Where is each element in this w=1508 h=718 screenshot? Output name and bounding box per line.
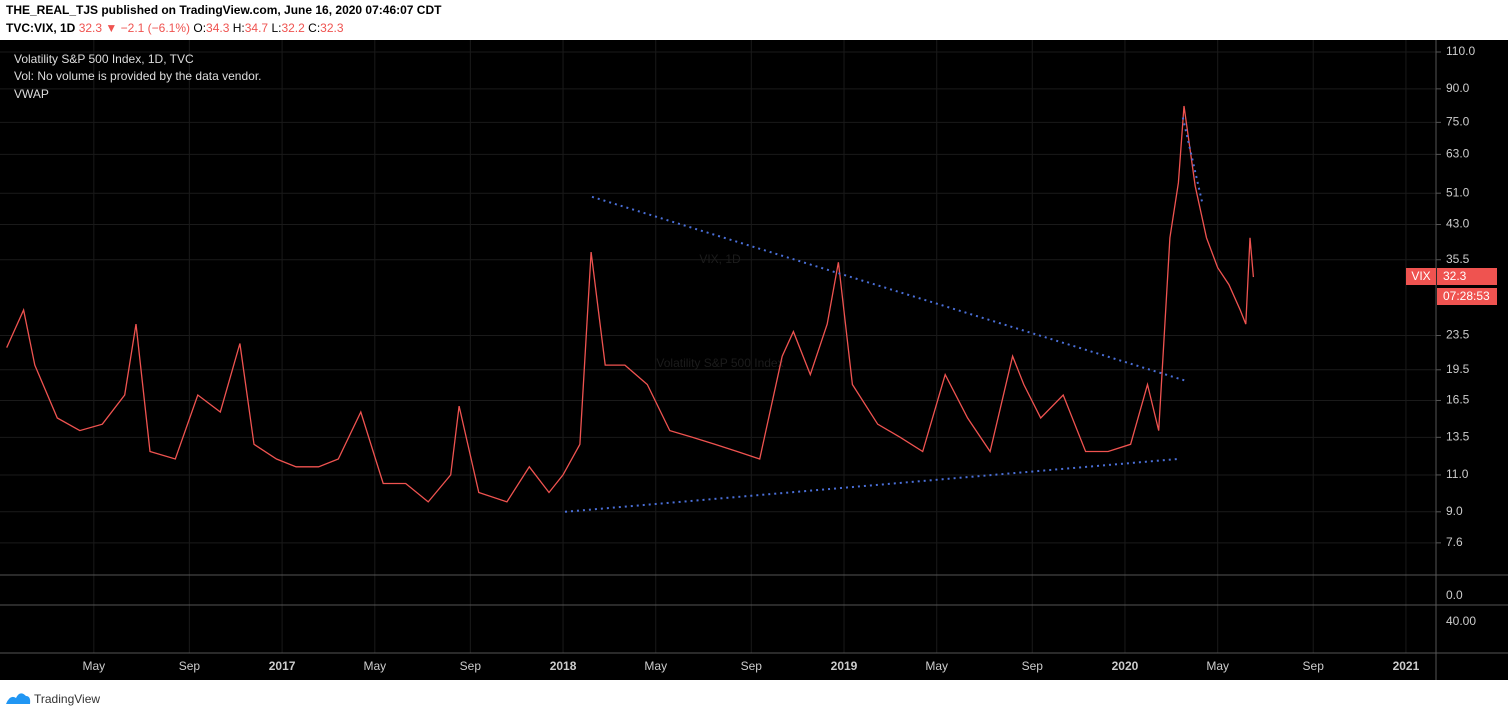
price-tag-box	[1437, 268, 1497, 285]
x-tick-label: May	[83, 659, 106, 673]
y-tick-label: 19.5	[1446, 362, 1470, 376]
y-tick-label: 75.0	[1446, 115, 1470, 129]
watermark-symbol: VIX, 1D	[699, 252, 741, 266]
countdown-box	[1437, 288, 1497, 305]
legend-vwap: VWAP	[14, 87, 49, 101]
close: 32.3	[320, 21, 344, 35]
h-label: H:	[233, 21, 245, 35]
x-tick-label: Sep	[1303, 659, 1325, 673]
change: −2.1 (−6.1%)	[121, 21, 190, 35]
x-tick-label: May	[925, 659, 948, 673]
y-tick-label: 23.5	[1446, 328, 1470, 342]
y-tick-label: 35.5	[1446, 252, 1470, 266]
price-tag-symbol: VIX	[1411, 269, 1430, 283]
price-line	[6, 105, 1255, 503]
open: 34.3	[206, 21, 230, 35]
plot	[6, 105, 1255, 513]
symbol-line: TVC:VIX, 1D 32.3 ▼ −2.1 (−6.1%) O:34.3 H…	[6, 21, 344, 35]
x-tick-label: 2021	[1393, 659, 1420, 673]
x-tick-label: Sep	[1022, 659, 1044, 673]
vwap-tick: 40.00	[1446, 614, 1476, 628]
grid	[0, 40, 1436, 653]
y-tick-label: 43.0	[1446, 217, 1470, 231]
footer	[0, 680, 1508, 718]
x-tick-label: 2019	[831, 659, 858, 673]
y-tick-label: 13.5	[1446, 429, 1470, 443]
y-tick-label: 9.0	[1446, 504, 1463, 518]
high: 34.7	[245, 21, 269, 35]
l-label: L:	[271, 21, 281, 35]
footer-brand: TradingView	[34, 692, 100, 706]
tv-logo	[6, 693, 31, 704]
o-label: O:	[193, 21, 206, 35]
x-tick-label: May	[1206, 659, 1229, 673]
x-tick-label: May	[363, 659, 386, 673]
x-tick-label: 2020	[1112, 659, 1139, 673]
y-tick-label: 110.0	[1446, 44, 1475, 58]
y-tick-label: 51.0	[1446, 185, 1470, 199]
c-label: C:	[308, 21, 320, 35]
x-tick-label: May	[644, 659, 667, 673]
x-tick-label: Sep	[460, 659, 482, 673]
trend-line	[564, 457, 1179, 513]
countdown: 07:28:53	[1443, 289, 1490, 303]
arrow: ▼	[105, 21, 117, 35]
y-tick-label: 7.6	[1446, 535, 1463, 549]
last: 32.3	[79, 21, 103, 35]
x-tick-label: Sep	[741, 659, 763, 673]
legend-vol: Vol: No volume is provided by the data v…	[14, 69, 261, 83]
symbol: TVC:VIX, 1D	[6, 21, 76, 35]
y-tick-label: 63.0	[1446, 147, 1470, 161]
x-tick-label: 2018	[550, 659, 577, 673]
vol-tick: 0.0	[1446, 588, 1463, 602]
y-tick-label: 16.5	[1446, 393, 1470, 407]
price-tag-symbol-box	[1406, 268, 1436, 285]
publisher: THE_REAL_TJS published on TradingView.co…	[6, 3, 442, 17]
legend-title: Volatility S&P 500 Index, 1D, TVC	[14, 52, 194, 66]
y-tick-label: 90.0	[1446, 81, 1470, 95]
x-tick-label: 2017	[269, 659, 296, 673]
trend-line	[591, 195, 1189, 383]
x-tick-label: Sep	[179, 659, 201, 673]
low: 32.2	[281, 21, 305, 35]
chart-area	[0, 40, 1508, 680]
y-tick-label: 11.0	[1446, 467, 1469, 481]
watermark-name: Volatility S&P 500 Index	[656, 356, 783, 370]
price-tag-value: 32.3	[1443, 269, 1467, 283]
